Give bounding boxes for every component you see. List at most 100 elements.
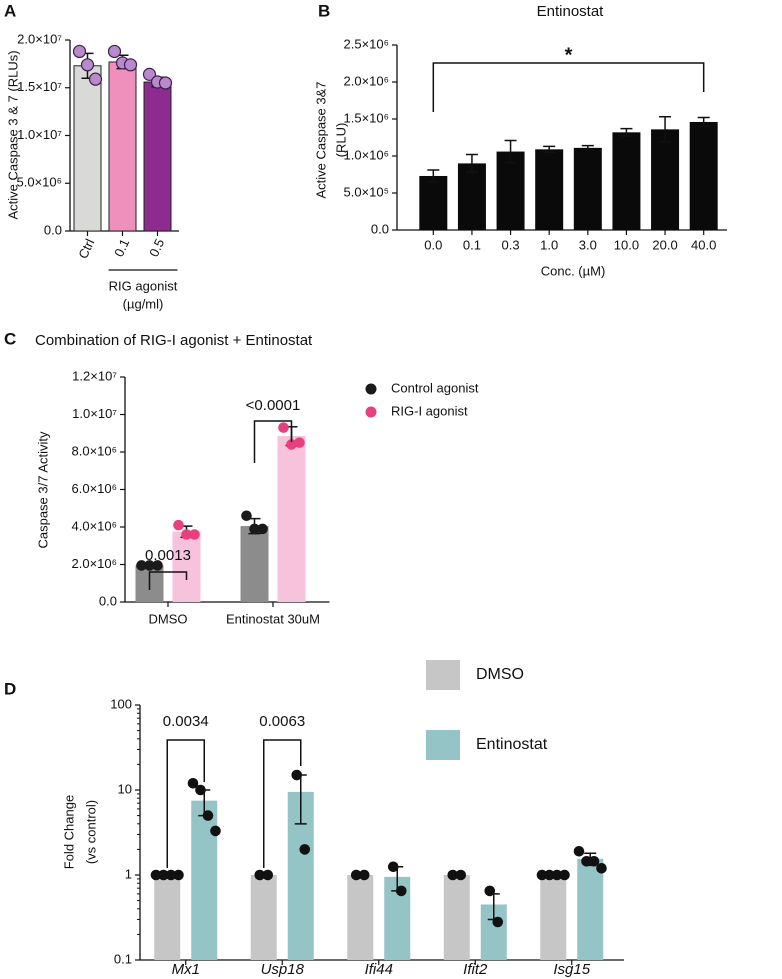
data-point	[581, 855, 592, 867]
x-tick-label: 0.3	[502, 237, 520, 252]
bar	[240, 526, 269, 602]
data-point	[80, 58, 95, 72]
bar	[651, 129, 680, 230]
y-axis-label: Active Caspase 3 & 7 (RLUs)	[5, 50, 20, 219]
bar	[108, 61, 137, 232]
data-point	[559, 869, 570, 881]
y-tick-label: 2.0×10⁶	[344, 73, 389, 88]
significance-label: 0.0013	[145, 547, 191, 564]
y-tick-label: 0.0	[99, 593, 117, 608]
data-point	[173, 519, 184, 531]
x-tick-label: 0.1	[463, 237, 481, 252]
significance-label: 0.0034	[163, 713, 209, 730]
error-bar	[465, 153, 478, 174]
data-point	[158, 869, 169, 881]
data-point	[573, 846, 585, 857]
y-axis-label: (vs control)	[83, 800, 98, 864]
bar	[496, 151, 525, 230]
y-tick-label: 0.1	[114, 951, 132, 966]
significance-label: <0.0001	[246, 397, 301, 414]
data-point	[88, 72, 103, 86]
significance-bracket	[148, 571, 188, 590]
bar	[277, 436, 306, 602]
data-point	[144, 560, 155, 571]
y-axis-label: Fold Change	[61, 795, 76, 869]
y-axis-label: Active Caspase 3&7	[313, 81, 328, 198]
y-axis-label: (RLU)	[333, 123, 348, 158]
error-bar	[581, 144, 594, 151]
y-tick-label: 100	[110, 696, 132, 711]
bar	[347, 875, 374, 960]
error-bar	[620, 127, 633, 137]
legend-label: Entinostat	[476, 736, 548, 753]
legend-label: DMSO	[476, 666, 524, 683]
data-point	[596, 862, 607, 874]
significance-bracket	[253, 420, 293, 463]
x-tick-label: 10.0	[614, 237, 639, 252]
x-tick-label: Ctrl	[75, 236, 97, 261]
group-unit: (µg/ml)	[123, 296, 164, 311]
legend-label: Control agonist	[391, 380, 479, 395]
data-point	[249, 523, 260, 535]
significance-bracket	[263, 739, 302, 868]
significance-bracket	[166, 739, 205, 868]
x-tick-label: Mx1	[172, 961, 200, 978]
x-tick-label: 3.0	[579, 237, 597, 252]
panel-letter: A	[4, 1, 16, 20]
x-tick-label: Isg15	[553, 961, 590, 978]
x-tick-label: Ifit2	[463, 961, 488, 978]
x-tick-label: 0.1	[111, 236, 132, 259]
data-point	[210, 825, 221, 837]
y-tick-label: 1.0×10⁷	[17, 127, 62, 142]
data-point	[165, 869, 177, 881]
x-tick-label: Ifi44	[365, 961, 393, 978]
y-tick-label: 1.0×10⁶	[344, 147, 389, 162]
bar	[143, 81, 172, 232]
legend-marker	[426, 660, 460, 690]
data-point	[254, 869, 266, 881]
bar	[419, 175, 448, 230]
data-point	[350, 869, 362, 881]
data-point	[262, 869, 274, 881]
error-bar	[697, 116, 710, 128]
bar	[443, 875, 470, 960]
bar	[689, 121, 718, 230]
x-tick-label: 1.0	[540, 237, 558, 252]
data-point	[152, 560, 163, 571]
data-point	[299, 844, 311, 855]
data-point	[123, 58, 138, 72]
y-tick-label: 0.0	[371, 221, 389, 236]
error-bar	[659, 116, 672, 143]
y-tick-label: 1.5×10⁶	[344, 110, 389, 125]
y-tick-label: 0.0	[44, 222, 62, 237]
data-point	[158, 76, 173, 90]
y-tick-label: 2.5×10⁶	[344, 36, 389, 51]
data-point	[387, 861, 399, 873]
y-tick-label: 5.0×10⁵	[343, 184, 389, 199]
x-axis-label: Conc. (µM)	[541, 263, 606, 278]
bar	[172, 531, 201, 602]
data-point	[294, 437, 305, 448]
data-point	[551, 869, 563, 881]
bar	[73, 65, 102, 232]
data-point	[136, 560, 147, 571]
data-point	[257, 523, 268, 535]
y-tick-label: 6.0×10⁶	[72, 481, 117, 496]
chart-title: Entinostat	[537, 3, 605, 20]
legend-marker	[365, 406, 377, 418]
panel-letter: C	[4, 329, 16, 348]
data-point	[195, 784, 206, 796]
significance-bracket	[432, 62, 705, 112]
data-point	[588, 855, 600, 867]
data-point	[181, 529, 192, 540]
panel-letter: B	[318, 1, 330, 20]
legend-label: RIG-I agonist	[391, 403, 468, 418]
chart-title: Combination of RIG-I agonist + Entinosta…	[35, 332, 313, 349]
data-point	[189, 529, 200, 540]
x-tick-label: DMSO	[149, 611, 188, 626]
error-bar	[504, 139, 517, 164]
data-point	[187, 777, 199, 789]
data-point	[455, 869, 467, 881]
error-bar	[427, 169, 440, 183]
legend-marker	[426, 730, 460, 760]
